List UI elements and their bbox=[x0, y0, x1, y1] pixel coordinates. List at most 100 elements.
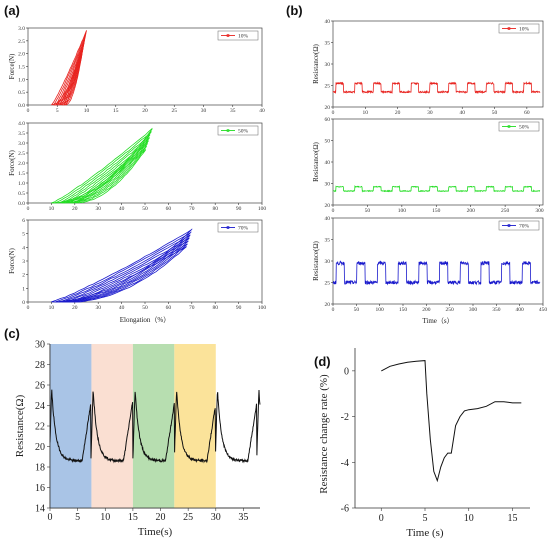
hysteresis-loop bbox=[72, 145, 147, 204]
x-tick-label: 90 bbox=[236, 206, 242, 212]
x-tick-label: 100 bbox=[398, 208, 407, 214]
legend-box bbox=[217, 125, 259, 136]
x-tick-label: 350 bbox=[492, 307, 501, 313]
hysteresis-loop bbox=[61, 237, 190, 303]
legend-marker bbox=[226, 128, 230, 133]
y-tick-label: 40 bbox=[325, 160, 331, 166]
x-tick-label: 30 bbox=[201, 108, 207, 114]
y-tick-label: 3.0 bbox=[18, 141, 25, 147]
x-tick-label: 150 bbox=[399, 307, 408, 313]
y-tick-label: 20 bbox=[325, 203, 331, 209]
hysteresis-loop bbox=[65, 140, 149, 204]
x-tick-label: 20 bbox=[156, 512, 166, 523]
legend-marker bbox=[507, 223, 511, 228]
y-tick-label: 20 bbox=[325, 302, 331, 308]
x-tick-label: 100 bbox=[258, 305, 267, 311]
y-tick-label: 0.0 bbox=[18, 103, 25, 109]
y-axis-label: Resistance change rate (%) bbox=[318, 374, 330, 494]
x-tick-label: 20 bbox=[395, 110, 401, 116]
y-tick-label: 0.5 bbox=[18, 191, 25, 197]
x-tick-label: 200 bbox=[467, 208, 476, 214]
hysteresis-loop bbox=[65, 50, 83, 106]
x-tick-label: 70 bbox=[189, 206, 195, 212]
y-tick-label: 2 bbox=[22, 273, 25, 279]
x-tick-label: 40 bbox=[119, 305, 125, 311]
hysteresis-loop bbox=[68, 142, 148, 204]
plot-frame bbox=[332, 118, 544, 206]
y-tick-label: 2.5 bbox=[18, 39, 25, 45]
time-band bbox=[174, 344, 216, 508]
y-tick-label: 30 bbox=[35, 340, 45, 351]
x-tick-label: 200 bbox=[422, 307, 431, 313]
x-tick-label: 30 bbox=[427, 110, 433, 116]
x-tick-label: 15 bbox=[128, 512, 138, 523]
hysteresis-loop bbox=[58, 234, 191, 303]
panel-label-c: (c) bbox=[4, 326, 20, 341]
plot-frame bbox=[332, 217, 544, 305]
chart-2: 0 10 20 30 40 50 60 70 80 90 100 0.0 0.5 1.0 1.5 2.0 2.5… bbox=[8, 121, 266, 212]
y-tick-label: 22 bbox=[35, 422, 45, 433]
legend-label: 70% bbox=[519, 224, 530, 230]
y-tick-label: 3.0 bbox=[18, 26, 25, 32]
y-tick-label: 25 bbox=[325, 281, 331, 287]
hysteresis-loop bbox=[59, 42, 85, 106]
hysteresis-loop bbox=[61, 136, 150, 204]
y-axis-label: Resistance(Ω) bbox=[312, 43, 320, 83]
x-tick-label: 10 bbox=[84, 108, 90, 114]
x-tick-label: 50 bbox=[142, 206, 148, 212]
y-tick-label: 1.5 bbox=[18, 65, 25, 71]
y-tick-label: 30 bbox=[325, 259, 331, 265]
x-tick-label: 5 bbox=[75, 512, 80, 523]
time-band bbox=[91, 344, 133, 508]
x-tick-label: 250 bbox=[501, 208, 510, 214]
y-axis-label: Resistance(Ω) bbox=[312, 141, 320, 181]
y-tick-label: 26 bbox=[35, 381, 45, 392]
x-tick-label: 250 bbox=[446, 307, 455, 313]
legend-marker bbox=[507, 26, 511, 31]
y-tick-label: 6 bbox=[22, 218, 25, 224]
x-tick-label: 40 bbox=[259, 108, 265, 114]
x-tick-label: 10 bbox=[464, 513, 474, 524]
y-tick-label: 30 bbox=[325, 182, 331, 188]
legend-box bbox=[217, 222, 259, 233]
y-tick-label: -4 bbox=[341, 458, 349, 469]
change-rate-series bbox=[381, 360, 522, 483]
hysteresis-loop bbox=[75, 148, 146, 204]
x-axis-label: Time（s） bbox=[422, 317, 453, 325]
panel-label-b: (b) bbox=[286, 3, 303, 18]
x-tick-label: 30 bbox=[211, 512, 221, 523]
chart-3: 0 10 20 30 40 50 60 70 80 90 100 0 1 2 3 4 5 6 Force(N) Elo… bbox=[8, 218, 266, 324]
x-axis-label: Time (s) bbox=[406, 527, 444, 539]
x-tick-label: 5 bbox=[423, 513, 428, 524]
y-tick-label: 0 bbox=[22, 300, 25, 306]
x-tick-label: 0 bbox=[27, 305, 30, 311]
y-tick-label: 4.0 bbox=[18, 121, 25, 127]
x-axis-label: Time(s) bbox=[138, 526, 173, 538]
x-tick-label: 10 bbox=[100, 512, 110, 523]
panel-label-d: (d) bbox=[314, 354, 331, 369]
x-tick-label: 5 bbox=[56, 108, 59, 114]
legend-label: 70% bbox=[238, 226, 249, 232]
resistance-series bbox=[332, 81, 541, 95]
y-tick-label: 1.5 bbox=[18, 171, 25, 177]
y-tick-label: 1 bbox=[22, 286, 25, 292]
y-tick-label: 35 bbox=[325, 238, 331, 244]
hysteresis-loop bbox=[53, 33, 87, 106]
x-tick-label: 10 bbox=[363, 110, 369, 116]
x-tick-label: 15 bbox=[508, 513, 518, 524]
legend-marker bbox=[226, 225, 230, 230]
x-tick-label: 0 bbox=[27, 206, 30, 212]
y-tick-label: 50 bbox=[325, 139, 331, 145]
chart-5: 0 50 100 150 200 250 300 20 30 40 50 60 Resistance(Ω… bbox=[312, 117, 544, 214]
x-tick-label: 25 bbox=[172, 108, 178, 114]
legend-marker bbox=[226, 33, 230, 38]
y-tick-label: 35 bbox=[325, 41, 331, 47]
y-tick-label: 1.0 bbox=[18, 181, 25, 187]
y-tick-label: 16 bbox=[35, 483, 45, 494]
hysteresis-loop bbox=[72, 245, 187, 303]
y-tick-label: 4 bbox=[22, 245, 25, 251]
y-axis-label: Force(N) bbox=[8, 53, 16, 79]
y-tick-label: 60 bbox=[325, 117, 331, 123]
x-tick-label: 0 bbox=[332, 110, 335, 116]
legend-label: 50% bbox=[238, 129, 249, 135]
